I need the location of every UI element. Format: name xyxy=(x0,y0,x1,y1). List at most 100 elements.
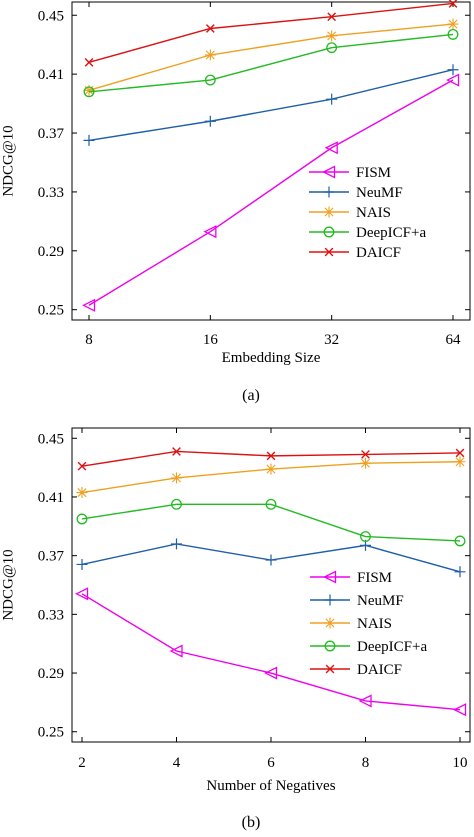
chart-b-x-axis-label: Number of Negatives xyxy=(206,778,335,794)
chart-b-series-deepicf-a-point xyxy=(360,531,371,543)
chart-b-series-nais-point xyxy=(171,472,182,484)
chart-a-series-nais-point xyxy=(447,18,459,30)
chart-b-series-neumf-point xyxy=(454,566,466,578)
chart-b-series-deepicf-a xyxy=(76,498,466,547)
chart-a-series-neumf xyxy=(83,64,459,146)
chart-b-series-deepicf-a-point xyxy=(171,498,182,510)
chart-b-series-nais-point xyxy=(76,487,88,499)
chart-b-legend-marker xyxy=(325,664,335,674)
chart-a-legend-marker xyxy=(323,206,335,218)
chart-a-series-fism-point xyxy=(446,73,460,87)
chart-a: 0.25 0.29 0.33 0.37 0.41 0.45 8 16 32 64 Embedding… xyxy=(0,0,471,404)
chart-a-y-axis-label: NDCG@10 xyxy=(0,125,16,196)
chart-b-x-tick-label: 2 xyxy=(78,755,86,771)
chart-b-x-tick-label: 8 xyxy=(362,755,370,771)
chart-a-series-nais-point xyxy=(204,49,216,61)
chart-a-series-fism-line xyxy=(88,79,454,306)
chart-a-series-deepicf-a-point xyxy=(83,86,95,98)
chart-a-series-neumf-line xyxy=(88,69,454,142)
chart-a-series-daicf-line xyxy=(88,2,454,64)
chart-a-legend: FISM NeuMF NAIS DeepICF+a DAICF xyxy=(309,165,426,261)
chart-b-legend-label: NAIS xyxy=(357,616,392,632)
chart-b-y-tick-label: 0.41 xyxy=(38,490,64,506)
chart-a-y-tick-label: 0.41 xyxy=(38,67,64,83)
chart-b-legend-label: DeepICF+a xyxy=(357,639,427,655)
chart-a-legend-label: NeuMF xyxy=(356,185,403,201)
chart-a-y-tick-label: 0.25 xyxy=(38,303,64,319)
chart-b-legend: FISM NeuMF NAIS DeepICF+a DAICF xyxy=(310,570,427,678)
chart-a-legend-label: DeepICF+a xyxy=(356,225,426,241)
chart-a-series-daicf-point xyxy=(205,24,215,33)
chart-a-series-nais-line xyxy=(88,23,454,92)
chart-a-x-tick-label: 32 xyxy=(324,332,339,348)
chart-a-series-neumf-point xyxy=(204,115,216,127)
chart-b-series-neumf xyxy=(76,538,466,578)
chart-b-series-daicf xyxy=(77,447,465,471)
chart-b-series-neumf-point xyxy=(76,558,88,570)
chart-a-series-nais xyxy=(83,18,459,96)
chart-b-x-tick-label: 10 xyxy=(453,755,468,771)
chart-b-series-fism xyxy=(75,587,467,717)
chart-b-series-nais-point xyxy=(265,463,277,475)
chart-a-series-daicf-point xyxy=(448,0,458,8)
chart-a-series-neumf-point xyxy=(83,134,95,146)
chart-a-series-fism xyxy=(82,73,460,312)
chart-a-legend-marker xyxy=(324,247,334,257)
chart-b-series-daicf-point xyxy=(172,447,181,456)
chart-b-series-neumf-point xyxy=(171,538,182,550)
chart-b-plot-frame xyxy=(71,427,471,743)
chart-a-legend-marker xyxy=(323,226,335,238)
chart-b-caption: (b) xyxy=(242,814,261,831)
chart-b-y-tick-label: 0.45 xyxy=(38,431,64,447)
chart-b-series-daicf-point xyxy=(455,448,465,458)
chart-a-series-fism-point xyxy=(324,141,338,155)
chart-a-y-tick-label: 0.29 xyxy=(38,244,64,260)
chart-a-x-tick-label: 16 xyxy=(203,332,219,348)
chart-b-series-fism-line xyxy=(81,593,461,711)
chart-b-series-fism-point xyxy=(169,644,183,658)
chart-b-series-fism-point xyxy=(75,587,89,601)
chart-a-legend-label: DAICF xyxy=(356,245,401,261)
chart-b-series-deepicf-a-line xyxy=(81,503,461,542)
chart-a-x-axis-label: Embedding Size xyxy=(222,350,321,366)
chart-b-x-tick-label: 6 xyxy=(267,755,275,771)
chart-a-plot-frame xyxy=(71,1,471,321)
chart-b-legend-label: NeuMF xyxy=(357,593,404,609)
chart-b-series-daicf-point xyxy=(361,450,370,459)
chart-b-y-tick-label: 0.37 xyxy=(38,549,65,565)
chart-a-x-tick-label: 8 xyxy=(85,332,93,348)
chart-a-series-nais-point xyxy=(326,30,338,42)
chart-a-caption: (a) xyxy=(242,387,260,404)
chart-b-series-neumf-point xyxy=(265,554,277,566)
chart-a-y-tick-label: 0.37 xyxy=(38,126,65,142)
chart-a-series-deepicf-a-point xyxy=(204,74,216,86)
chart-b-legend-label: DAICF xyxy=(357,662,402,678)
chart-a-series-daicf-point xyxy=(84,58,94,67)
chart-a-series-deepicf-a xyxy=(83,28,459,98)
chart-b-series-fism-point xyxy=(264,666,278,680)
chart-a-series-daicf xyxy=(84,0,458,67)
chart-b-series-nais-point xyxy=(360,457,371,469)
chart-a-series-fism-point xyxy=(203,225,217,239)
chart-a-series-neumf-point xyxy=(326,93,338,105)
chart-b-series-nais xyxy=(76,456,466,499)
chart-a-x-tick-label: 64 xyxy=(446,332,462,348)
chart-b-series-nais-point xyxy=(454,456,466,468)
chart-a-series-neumf-point xyxy=(447,64,459,76)
chart-a-series-deepicf-a-line xyxy=(88,33,454,93)
chart-b-legend-marker xyxy=(324,594,336,606)
chart-b-y-tick-label: 0.29 xyxy=(38,666,64,682)
chart-b-series-deepicf-a-point xyxy=(265,498,277,510)
chart-b-legend-label: FISM xyxy=(357,570,392,586)
chart-a-series-nais-point xyxy=(83,84,95,96)
chart-b-legend-marker xyxy=(324,617,336,629)
chart-a-legend-label: NAIS xyxy=(356,205,391,221)
chart-b-series-deepicf-a-point xyxy=(76,513,88,525)
chart-b-series-daicf-point xyxy=(266,451,276,461)
chart-b-series-daicf-point xyxy=(77,461,87,471)
chart-a-legend-label: FISM xyxy=(356,165,391,181)
chart-b-y-tick-label: 0.33 xyxy=(38,607,64,623)
chart-b-legend-marker xyxy=(324,640,336,652)
